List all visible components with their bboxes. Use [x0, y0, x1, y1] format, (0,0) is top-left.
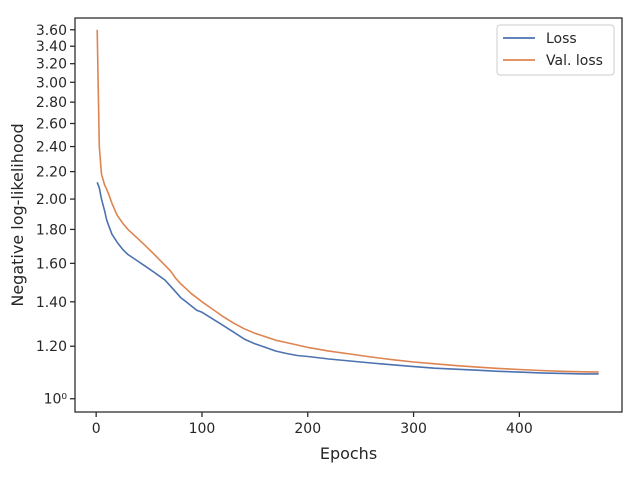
legend: Loss Val. loss	[496, 24, 615, 76]
legend-label-val-loss: Val. loss	[546, 53, 603, 69]
series-line-loss	[96, 182, 599, 375]
series-line-val-loss	[96, 29, 599, 373]
y-axis: 10⁰ 1.20 1.40 1.60 1.80 2.00 2.20 2.40 2.60 2.80 3…	[36, 23, 75, 408]
y-tick-label: 2.40	[36, 140, 67, 156]
x-tick-label: 400	[506, 421, 533, 437]
y-tick-label: 3.40	[36, 39, 67, 55]
x-axis: 0 100 200 300 400	[92, 412, 533, 437]
y-axis-label: Negative log-likelihood	[8, 123, 27, 306]
y-tick-label: 1.80	[36, 222, 67, 238]
x-tick-label: 300	[400, 421, 427, 437]
legend-label-loss: Loss	[546, 31, 577, 47]
y-tick-label: 10⁰	[44, 392, 68, 408]
axes-frame	[74, 17, 623, 413]
x-axis-label: Epochs	[320, 444, 377, 463]
plot-area	[96, 29, 599, 375]
x-tick-label: 100	[189, 421, 216, 437]
y-tick-label: 3.60	[36, 23, 67, 39]
y-tick-label: 1.20	[36, 339, 67, 355]
x-tick-label: 0	[92, 421, 101, 437]
y-tick-label: 2.00	[36, 192, 67, 208]
y-tick-label: 2.60	[36, 116, 67, 132]
y-tick-label: 2.80	[36, 95, 67, 111]
y-tick-label: 1.40	[36, 295, 67, 311]
y-tick-label: 3.00	[36, 75, 67, 91]
y-tick-label: 2.20	[36, 165, 67, 181]
y-tick-label: 3.20	[36, 57, 67, 73]
y-tick-label: 1.60	[36, 256, 67, 272]
x-tick-label: 200	[294, 421, 321, 437]
